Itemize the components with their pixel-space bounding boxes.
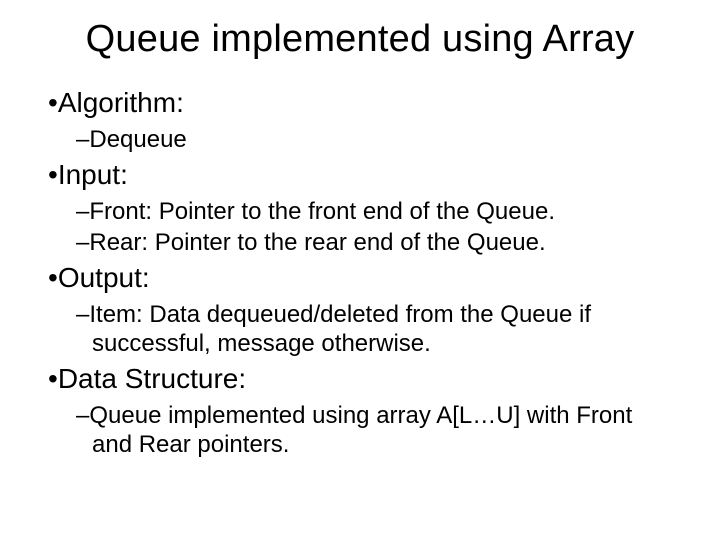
section-label: Algorithm: [58,87,184,118]
dash-icon: – [76,402,89,429]
slide-title: Queue implemented using Array [48,18,672,61]
item-text: Front: Pointer to the front end of the Q… [89,198,555,225]
item-output: –Item: Data dequeued/deleted from the Qu… [48,300,672,359]
section-label: Output: [58,262,150,293]
item-front: –Front: Pointer to the front end of the … [48,197,672,227]
dash-icon: – [76,126,89,153]
section-algorithm: •Algorithm: [48,87,672,119]
item-text: Queue implemented using array A[L…U] wit… [89,402,632,459]
item-text: Rear: Pointer to the rear end of the Que… [89,229,545,256]
item-text: Item: Data dequeued/deleted from the Que… [89,301,591,358]
dash-icon: – [76,198,89,225]
section-input: •Input: [48,159,672,191]
bullet-icon: • [48,363,58,394]
section-label: Input: [58,159,128,190]
slide-container: Queue implemented using Array •Algorithm… [0,0,720,540]
item-data-structure: –Queue implemented using array A[L…U] wi… [48,401,672,460]
item-text: Dequeue [89,126,186,153]
dash-icon: – [76,301,89,328]
bullet-icon: • [48,159,58,190]
section-output: •Output: [48,262,672,294]
bullet-icon: • [48,262,58,293]
section-label: Data Structure: [58,363,246,394]
section-data-structure: •Data Structure: [48,363,672,395]
item-rear: –Rear: Pointer to the rear end of the Qu… [48,228,672,258]
bullet-icon: • [48,87,58,118]
item-dequeue: –Dequeue [48,125,672,155]
dash-icon: – [76,229,89,256]
